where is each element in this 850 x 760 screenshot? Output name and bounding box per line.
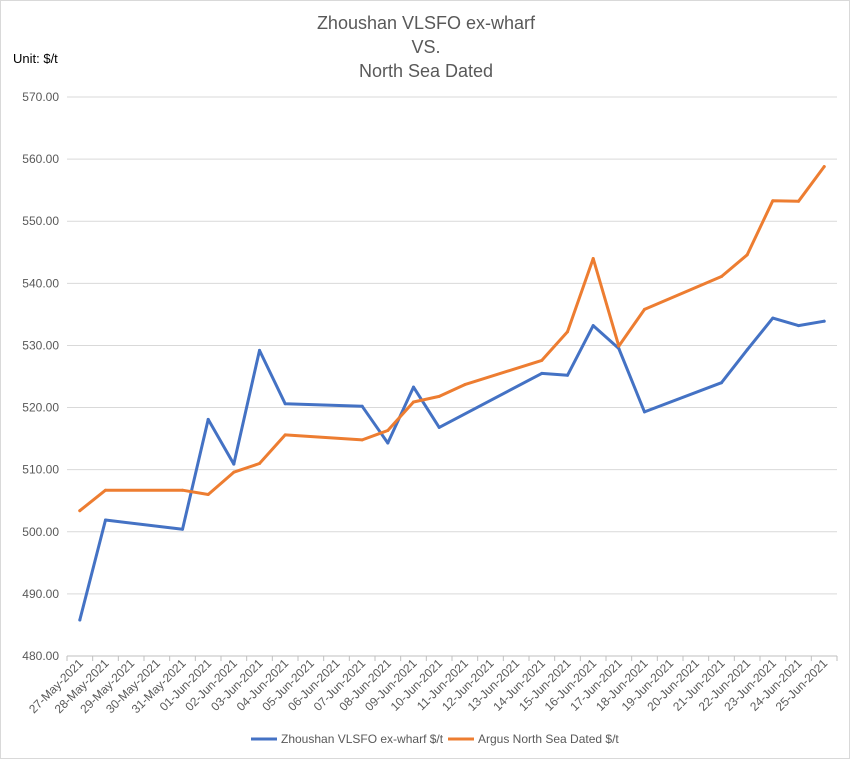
- legend-label-0: Zhoushan VLSFO ex-wharf $/t: [281, 732, 444, 746]
- data-point: [822, 165, 826, 169]
- data-point: [745, 348, 749, 352]
- data-point: [206, 417, 210, 421]
- data-point: [386, 429, 390, 432]
- y-tick-label: 550.00: [22, 214, 59, 228]
- data-point: [797, 324, 800, 328]
- data-point: [258, 348, 261, 352]
- series-lines: [78, 165, 826, 622]
- y-tick-label: 560.00: [22, 152, 59, 166]
- data-point: [437, 394, 441, 398]
- title-line-1: Zhoushan VLSFO ex-wharf: [317, 13, 536, 33]
- y-tick-label: 510.00: [22, 463, 59, 477]
- data-point: [412, 385, 415, 389]
- data-point: [822, 319, 826, 323]
- y-tick-label: 530.00: [22, 338, 59, 352]
- y-tick-label: 480.00: [22, 649, 59, 663]
- data-point: [283, 433, 287, 437]
- data-point: [540, 371, 544, 375]
- data-point: [591, 257, 595, 260]
- title-line-2: VS.: [411, 37, 440, 57]
- data-point: [745, 253, 749, 257]
- data-point: [360, 404, 364, 408]
- data-point: [566, 330, 569, 334]
- data-point: [797, 199, 800, 203]
- data-point: [771, 316, 775, 320]
- data-point: [617, 347, 621, 350]
- y-axis-ticks: 480.00 490.00 500.00 510.00 520.00 530.00 540.…: [22, 90, 59, 663]
- y-tick-label: 500.00: [22, 525, 59, 539]
- data-point: [181, 488, 184, 492]
- data-point: [283, 402, 287, 406]
- series-line-1: [78, 165, 826, 513]
- data-point: [540, 358, 544, 362]
- unit-label: Unit: $/t: [13, 51, 58, 66]
- data-point: [104, 488, 107, 492]
- gridlines: [67, 96, 837, 657]
- data-point: [181, 527, 184, 531]
- series-line-0: [78, 316, 826, 622]
- data-point: [412, 400, 415, 404]
- data-point: [771, 199, 775, 203]
- title-line-3: North Sea Dated: [359, 61, 493, 81]
- data-point: [617, 344, 621, 348]
- data-point: [360, 438, 364, 442]
- data-point: [104, 518, 107, 522]
- data-point: [720, 275, 723, 278]
- data-point: [720, 381, 723, 385]
- y-tick-label: 520.00: [22, 401, 59, 415]
- data-point: [258, 462, 261, 465]
- data-point: [206, 493, 210, 496]
- y-tick-label: 540.00: [22, 276, 59, 290]
- data-point: [78, 509, 82, 513]
- data-point: [386, 441, 390, 445]
- legend: Zhoushan VLSFO ex-wharf $/t Argus North S…: [251, 732, 619, 746]
- data-point: [463, 383, 467, 387]
- data-point: [643, 307, 646, 311]
- data-point: [232, 462, 236, 466]
- y-tick-label: 570.00: [22, 90, 59, 104]
- data-point: [437, 425, 441, 429]
- data-point: [78, 618, 82, 622]
- data-point: [232, 470, 236, 474]
- chart-title: Zhoushan VLSFO ex-wharf VS. North Sea Da…: [317, 13, 536, 81]
- y-tick-label: 490.00: [22, 587, 59, 601]
- data-point: [643, 410, 646, 414]
- data-point: [591, 324, 595, 328]
- legend-label-1: Argus North Sea Dated $/t: [478, 732, 619, 746]
- x-axis: 27-May-202128-May-202129-May-202130-May-…: [26, 655, 838, 716]
- data-point: [566, 373, 569, 377]
